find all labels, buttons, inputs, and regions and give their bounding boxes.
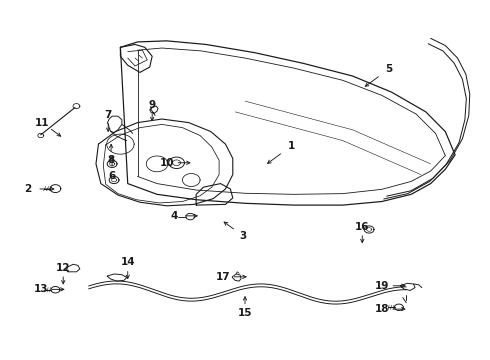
Text: 18: 18	[374, 304, 389, 314]
Text: 5: 5	[386, 64, 393, 74]
Text: 3: 3	[239, 231, 246, 240]
Text: 14: 14	[121, 257, 135, 267]
Text: 8: 8	[107, 155, 115, 165]
Text: 9: 9	[148, 100, 156, 110]
Text: 16: 16	[355, 222, 369, 231]
Text: 2: 2	[24, 184, 31, 194]
Text: 17: 17	[216, 272, 230, 282]
Text: 10: 10	[160, 158, 174, 168]
Text: 1: 1	[288, 141, 295, 151]
Text: 12: 12	[56, 263, 71, 273]
Text: 15: 15	[238, 308, 252, 318]
Text: 19: 19	[375, 281, 389, 291]
Text: 6: 6	[108, 171, 116, 181]
Text: 13: 13	[33, 284, 48, 294]
Text: 11: 11	[35, 118, 49, 128]
Text: 4: 4	[171, 211, 178, 221]
Text: 7: 7	[104, 111, 112, 121]
